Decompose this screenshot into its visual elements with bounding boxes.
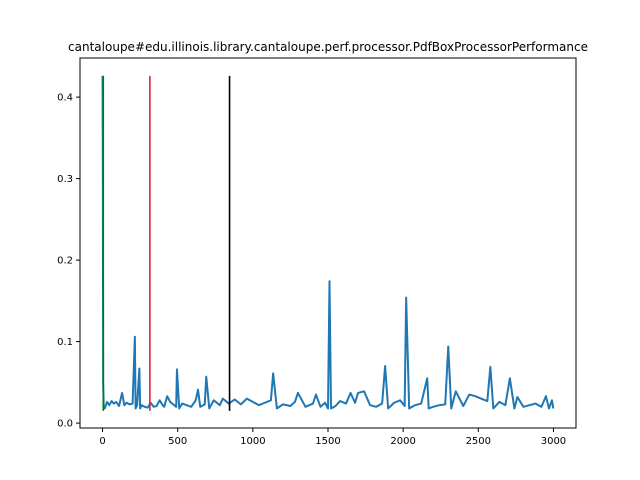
x-tick-label: 1500 — [315, 436, 340, 447]
x-tick-label: 0 — [99, 436, 105, 447]
x-tick-label: 3000 — [541, 436, 566, 447]
y-axis: 0.0 0.1 0.2 0.3 0.4 — [57, 93, 80, 430]
x-axis: 0 500 1000 1500 2000 2500 3000 — [99, 428, 566, 447]
x-tick-label: 2000 — [390, 436, 415, 447]
series-line-0 — [101, 75, 555, 410]
y-tick-label: 0.3 — [57, 174, 73, 185]
chart-title: cantaloupe#edu.illinois.library.cantalou… — [68, 40, 588, 54]
y-tick-label: 0.2 — [57, 256, 73, 267]
y-tick-label: 0.4 — [57, 93, 73, 104]
x-tick-label: 1000 — [240, 436, 265, 447]
series-layer — [101, 75, 555, 410]
x-tick-label: 500 — [168, 436, 187, 447]
vertical-lines — [102, 75, 231, 411]
y-tick-label: 0.0 — [57, 419, 73, 430]
x-tick-label: 2500 — [466, 436, 491, 447]
y-tick-label: 0.1 — [57, 337, 73, 348]
axes-frame — [79, 57, 577, 429]
